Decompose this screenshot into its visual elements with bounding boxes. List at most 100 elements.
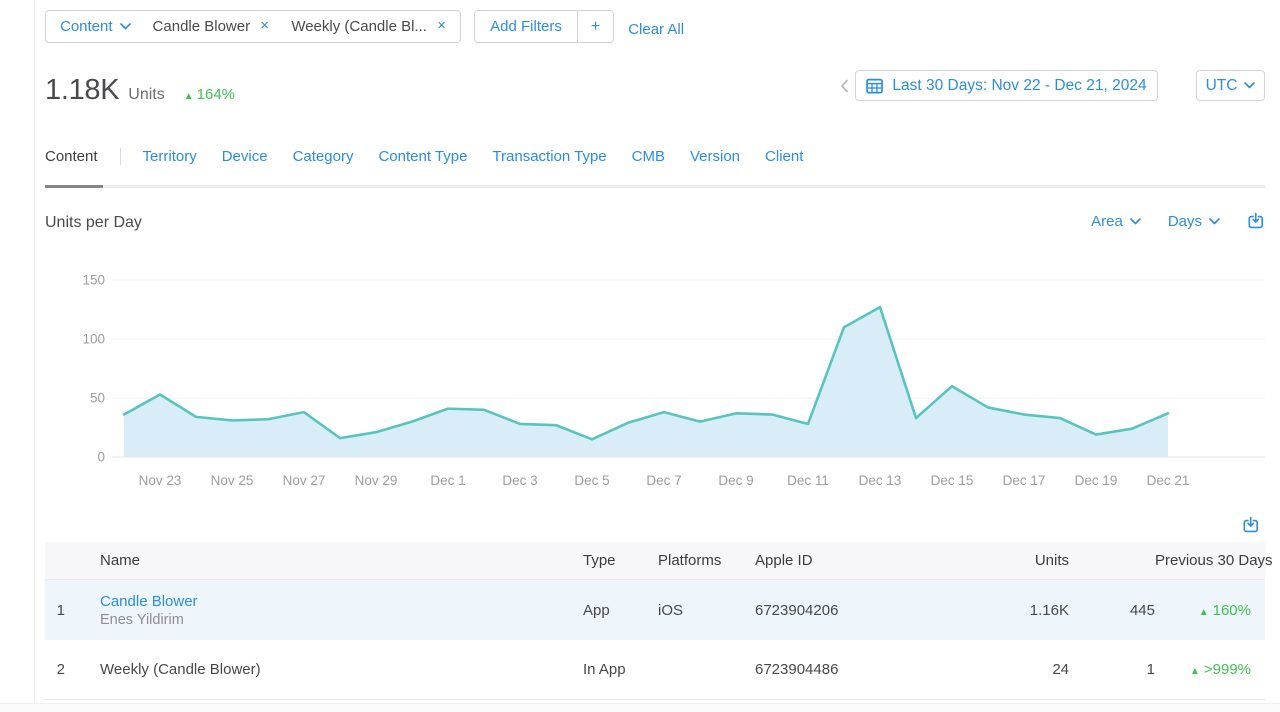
close-icon[interactable]: ✕: [260, 20, 270, 32]
divider: [576, 11, 578, 42]
active-filters-group: Content Candle Blower ✕ Weekly (Candle B…: [45, 10, 462, 43]
tab-device[interactable]: Device: [221, 148, 268, 165]
table-download-button[interactable]: [1242, 516, 1260, 534]
filter-bar: Content Candle Blower ✕ Weekly (Candle B…: [45, 10, 684, 43]
chart-line: [122, 305, 1170, 441]
cell-previous: 1: [1146, 661, 1155, 678]
chart-type-label: Area: [1091, 212, 1123, 230]
item-name-link[interactable]: Candle Blower: [100, 592, 198, 610]
tab-version[interactable]: Version: [689, 148, 741, 165]
chevron-down-icon: [119, 23, 131, 30]
metric-change-value: 164%: [196, 86, 236, 103]
x-axis-tick-label: Dec 17: [1003, 473, 1046, 488]
x-axis-tick-label: Dec 7: [646, 473, 681, 488]
column-header-type[interactable]: Type: [583, 552, 616, 569]
item-name: Weekly (Candle Blower): [100, 661, 261, 678]
x-axis-tick-label: Dec 13: [859, 473, 902, 488]
column-header-units[interactable]: Units: [1034, 552, 1069, 569]
metric-unit-label: Units: [128, 86, 165, 103]
chart-canvas: 0 50 100 150 Nov 23 Nov 25 Nov 27 Nov 29 Dec 1 De…: [82, 273, 1265, 488]
calendar-icon: [866, 78, 884, 93]
x-axis-tick-label: Dec 15: [931, 473, 974, 488]
cell-type: In App: [583, 661, 626, 678]
chart-download-button[interactable]: [1247, 212, 1265, 230]
tab-underline-track: [45, 185, 1265, 188]
tab-content[interactable]: Content: [45, 148, 98, 165]
cell-type: App: [583, 601, 610, 619]
chart-title: Units per Day: [45, 214, 142, 231]
x-axis-tick-label: Dec 1: [430, 473, 465, 488]
granularity-label: Days: [1167, 212, 1202, 230]
add-filters-button[interactable]: Add Filters: [490, 18, 562, 35]
x-axis-tick-label: Nov 29: [355, 473, 398, 488]
row-rank: 1: [56, 601, 65, 619]
chevron-down-icon: [1209, 217, 1220, 224]
add-filter-plus-button[interactable]: +: [590, 17, 601, 35]
filter-chip: Weekly (Candle Bl... ✕: [291, 18, 446, 35]
tab-client[interactable]: Client: [765, 148, 804, 165]
cell-apple-id: 6723904206: [755, 601, 839, 619]
column-header-name[interactable]: Name: [100, 552, 141, 569]
chevron-left-icon: [840, 79, 848, 92]
x-axis-tick-label: Dec 19: [1075, 473, 1118, 488]
download-icon: [1248, 212, 1263, 229]
tab-territory[interactable]: Territory: [142, 148, 197, 165]
chart-area-fill: [124, 307, 1168, 457]
dimension-dropdown[interactable]: Content: [60, 18, 131, 35]
tab-transaction-type[interactable]: Transaction Type: [492, 148, 607, 165]
column-header-apple-id[interactable]: Apple ID: [755, 552, 813, 569]
table-header-row: Name Type Platforms Apple ID Units Previ…: [45, 542, 1273, 580]
x-axis-tick-label: Dec 9: [718, 473, 753, 488]
item-subtitle: Enes Yildirim: [100, 611, 184, 628]
cell-change: ▲ >999%: [1189, 661, 1251, 678]
table-row[interactable]: 1 Candle Blower Enes Yildirim App iOS 67…: [45, 580, 1265, 640]
add-filters-group: Add Filters +: [474, 10, 615, 43]
timezone-dropdown[interactable]: UTC: [1196, 70, 1265, 101]
up-arrow-icon: ▲: [183, 91, 194, 102]
x-axis-tick-label: Dec 5: [574, 473, 609, 488]
y-axis-tick-label: 150: [82, 273, 105, 288]
y-axis-tick-label: 50: [90, 391, 105, 406]
cell-previous: 445: [1129, 601, 1155, 619]
up-arrow-icon: ▲: [1198, 606, 1209, 618]
column-header-previous[interactable]: Previous 30 Days: [1155, 552, 1273, 569]
previous-period-button[interactable]: [836, 70, 852, 101]
column-header-platforms[interactable]: Platforms: [658, 552, 722, 569]
tab-divider: [119, 148, 121, 165]
granularity-dropdown[interactable]: Days: [1168, 213, 1220, 230]
date-range-label: Last 30 Days: Nov 22 - Dec 21, 2024: [892, 76, 1147, 94]
content-table: Name Type Platforms Apple ID Units Previ…: [45, 542, 1273, 700]
active-tab-indicator: [45, 185, 103, 188]
x-axis-tick-label: Nov 25: [211, 473, 254, 488]
filter-chip-label: Weekly (Candle Bl...: [291, 18, 427, 35]
cell-apple-id: 6723904486: [755, 661, 839, 678]
cell-platforms: iOS: [658, 601, 684, 619]
x-axis-tick-label: Dec 21: [1147, 473, 1190, 488]
chart-controls: Area Days: [1091, 212, 1265, 230]
metric-value: 1.18K: [45, 74, 120, 106]
cell-change: ▲ 160%: [1198, 601, 1251, 619]
tab-cmb[interactable]: CMB: [631, 148, 665, 165]
filter-chip: Candle Blower ✕: [153, 18, 270, 35]
date-controls: Last 30 Days: Nov 22 - Dec 21, 2024: [836, 70, 1158, 101]
metric-change: ▲ 164%: [184, 86, 235, 103]
up-arrow-icon: ▲: [1189, 666, 1200, 677]
chevron-down-icon: [1130, 217, 1141, 224]
cell-units: 1.16K: [1029, 601, 1069, 619]
table-row[interactable]: 2 Weekly (Candle Blower) In App 67239044…: [45, 640, 1265, 700]
close-icon[interactable]: ✕: [436, 20, 447, 32]
x-axis-tick-label: Dec 11: [787, 473, 829, 488]
chart-type-dropdown[interactable]: Area: [1091, 213, 1141, 230]
x-axis-tick-label: Nov 23: [139, 473, 182, 488]
y-axis-tick-label: 100: [82, 332, 105, 347]
tab-content-type[interactable]: Content Type: [378, 148, 468, 165]
chevron-down-icon: [1244, 82, 1256, 89]
footer-strip: [0, 703, 1280, 712]
units-per-day-chart[interactable]: 0 50 100 150 Nov 23 Nov 25 Nov 27 Nov 29 Dec 1 De…: [0, 258, 1280, 503]
date-range-picker[interactable]: Last 30 Days: Nov 22 - Dec 21, 2024: [855, 70, 1158, 101]
clear-all-button[interactable]: Clear All: [628, 21, 685, 38]
tabs: Content Territory Device Category Content Ty…: [45, 148, 803, 165]
metric-summary: 1.18K Units ▲ 164%: [45, 74, 235, 107]
tab-category[interactable]: Category: [292, 148, 354, 165]
